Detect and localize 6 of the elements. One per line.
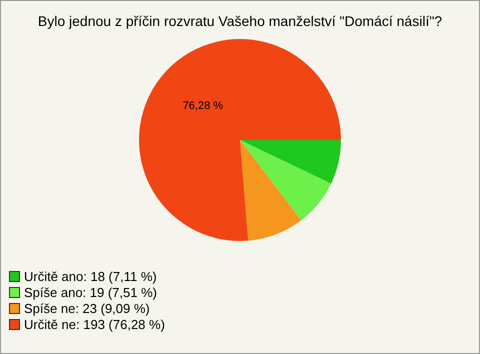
legend-label: Určitě ano: 18 (7,11 %)	[23, 269, 158, 285]
legend-label: Určitě ne: 193 (76,28 %)	[23, 317, 165, 333]
legend-label: Spíše ano: 19 (7,51 %)	[23, 285, 158, 301]
legend-label: Spíše ne: 23 (9,09 %)	[23, 301, 151, 317]
text: 76,28 %	[182, 100, 224, 112]
chart-title: Bylo jednou z příčin rozvratu Vašeho manželství "Domácí násilí"?	[36, 13, 444, 29]
